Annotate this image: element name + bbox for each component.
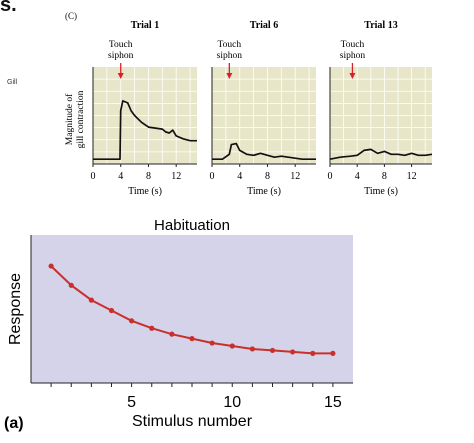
habituation-data-point	[48, 263, 54, 269]
trial-13-title: Trial 13	[364, 20, 397, 31]
trial-6-x-axis-title: Time (s)	[247, 186, 281, 197]
trial-13-touch-label: Touch	[341, 40, 365, 50]
trial-1-title: Trial 1	[131, 20, 159, 31]
habituation-x-tick-label: 10	[223, 394, 241, 411]
panel-a-label: (a)	[4, 415, 24, 432]
trial-13-x-axis-title: Time (s)	[364, 186, 398, 197]
trial-6-x-tick-label: 4	[237, 171, 242, 182]
habituation-data-point	[68, 282, 74, 288]
trial-1-contraction-trace	[93, 100, 197, 161]
habituation-x-tick-label: 15	[324, 394, 342, 411]
trial-1-x-tick-label: 4	[118, 171, 123, 182]
trial-13-contraction-trace	[329, 148, 433, 161]
habituation-x-tick-label: 5	[127, 394, 136, 411]
trial-6-x-tick-label: 12	[290, 171, 300, 182]
panel-c-y-axis-title-line-2: gill contraction	[76, 90, 86, 148]
trial-1-siphon-label: siphon	[108, 51, 134, 61]
trial-6-title: Trial 6	[250, 20, 278, 31]
habituation-data-point	[330, 350, 336, 356]
trial-1-x-axis-title: Time (s)	[128, 186, 162, 197]
panel-c-y-axis-title-line-1: Magnitude of	[64, 93, 75, 145]
trial-6-x-tick-label: 8	[265, 171, 270, 182]
trial-1-x-tick-label: 12	[171, 171, 181, 182]
habituation-data-point	[269, 347, 276, 354]
habituation-data-point	[229, 343, 235, 349]
panel-c-label: (C)	[65, 11, 77, 21]
habituation-data-point	[290, 349, 296, 355]
habituation-data-point	[249, 346, 255, 352]
panel-a-figure: 5 10 15 Habituation Stimulus number Response (…	[4, 217, 353, 432]
habituation-y-axis-title: Response	[7, 273, 24, 345]
gill-side-label: Gill	[7, 79, 18, 86]
habituation-x-axis-title: Stimulus number	[132, 413, 253, 430]
trial-6-touch-label: Touch	[218, 40, 242, 50]
habituation-data-point	[169, 331, 175, 337]
habituation-data-point	[189, 336, 195, 342]
habituation-data-point	[108, 307, 115, 314]
trial-6-contraction-trace	[212, 142, 316, 161]
trial-1-x-tick-label: 0	[91, 171, 96, 182]
habituation-data-point	[209, 340, 215, 346]
trial-1-x-tick-label: 8	[146, 171, 151, 182]
habituation-data-point	[88, 297, 94, 303]
habituation-title: Habituation	[154, 217, 230, 234]
habituation-data-point	[149, 325, 155, 331]
trial-6-x-tick-label: 0	[210, 171, 215, 182]
trial-13-x-tick-label: 0	[328, 171, 333, 182]
trial-6-stimulus-arrow-head	[226, 73, 233, 79]
trial-6-siphon-label: siphon	[217, 51, 243, 61]
trial-13-x-tick-label: 12	[407, 171, 417, 182]
trial-13-x-tick-label: 4	[355, 171, 360, 182]
trial-13-stimulus-arrow-head	[349, 73, 356, 79]
trial-1-touch-label: Touch	[109, 40, 133, 50]
habituation-data-point	[310, 350, 316, 356]
trial-13-x-tick-label: 8	[382, 171, 387, 182]
page-fragment-s: s.	[0, 0, 17, 16]
trial-13-siphon-label: siphon	[340, 51, 366, 61]
habituation-plot-area	[31, 235, 353, 383]
habituation-data-point	[129, 318, 135, 324]
trial-1-stimulus-arrow-head	[117, 73, 124, 79]
